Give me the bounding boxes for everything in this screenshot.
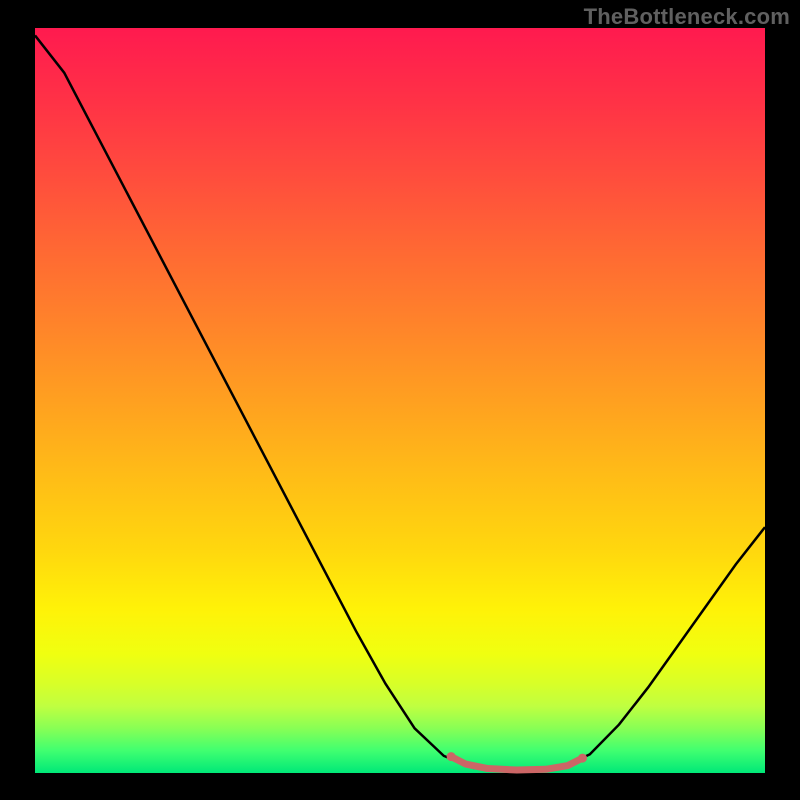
chart-container: TheBottleneck.com [0,0,800,800]
bottleneck-chart [0,0,800,800]
highlight-endpoint-left [447,752,456,761]
watermark-text: TheBottleneck.com [584,4,790,30]
highlight-endpoint-right [578,754,587,763]
plot-background [35,28,765,773]
